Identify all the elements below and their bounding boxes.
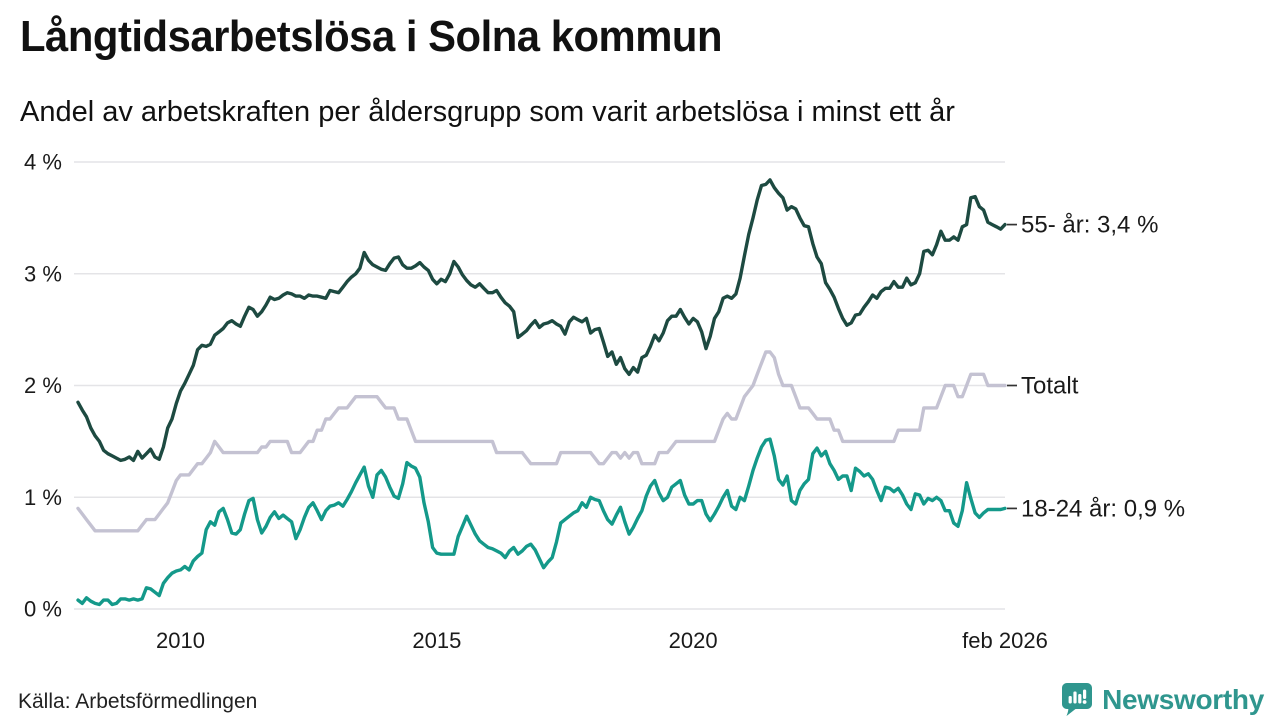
series-label-18-24-ar: 18-24 år: 0,9 % bbox=[1021, 495, 1185, 522]
newsworthy-logo: Newsworthy bbox=[1061, 682, 1264, 718]
series-line-totalt bbox=[76, 350, 1007, 533]
series-label-55-ar: 55- år: 3,4 % bbox=[1021, 212, 1158, 239]
y-axis-tick-label: 4 % bbox=[24, 150, 62, 175]
y-axis-tick-label: 0 % bbox=[24, 597, 62, 622]
y-axis-tick-label: 3 % bbox=[24, 261, 62, 286]
chart-subtitle: Andel av arbetskraften per åldersgrupp s… bbox=[20, 96, 955, 128]
y-axis-tick-label: 1 % bbox=[24, 485, 62, 510]
x-axis-tick-label: 2010 bbox=[156, 628, 205, 653]
page-title: Långtidsarbetslösa i Solna kommun bbox=[20, 12, 723, 61]
y-axis-tick-label: 2 % bbox=[24, 373, 62, 398]
line-chart: 0 % 1 % 2 % 3 % 4 % 2010 2015 2020 feb 2026 55- å… bbox=[24, 150, 1185, 654]
source-note: Källa: Arbetsförmedlingen bbox=[18, 690, 258, 713]
series-line-55-ar bbox=[76, 178, 1007, 463]
x-axis-tick-label: 2020 bbox=[669, 628, 718, 653]
newsworthy-wordmark: Newsworthy bbox=[1102, 684, 1264, 715]
newsworthy-bubble-chart-icon bbox=[1062, 683, 1093, 716]
x-axis-tick-label: feb 2026 bbox=[962, 628, 1048, 653]
x-axis-tick-label: 2015 bbox=[412, 628, 461, 653]
series-label-totalt: Totalt bbox=[1021, 373, 1079, 400]
series-line-18-24-ar bbox=[76, 437, 1007, 607]
